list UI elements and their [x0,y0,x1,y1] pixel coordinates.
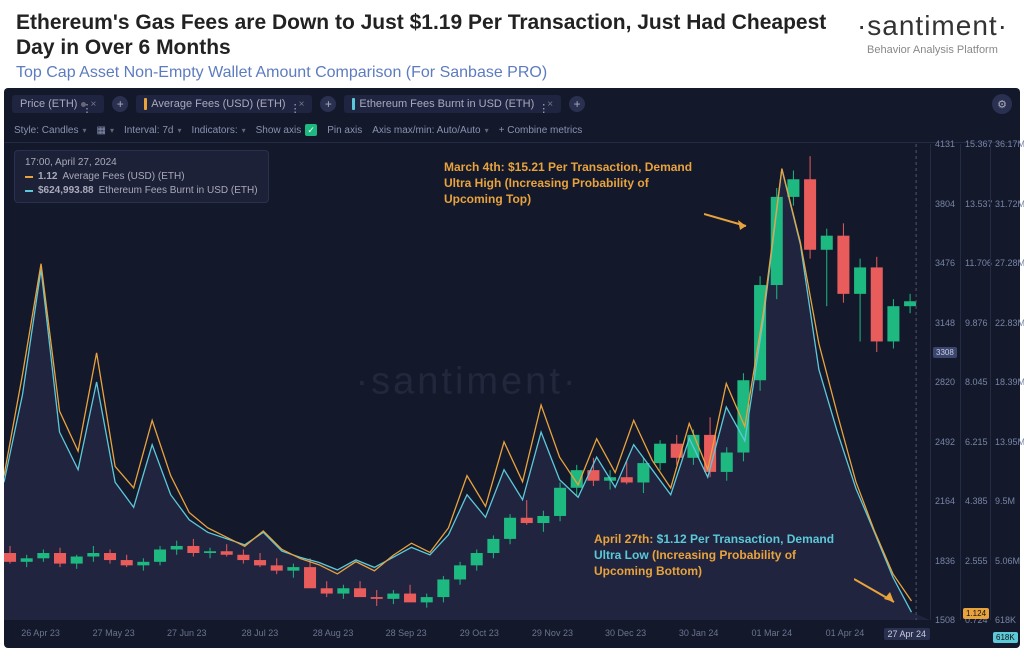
legend-item: 1.12 Average Fees (USD) (ETH) [25,171,258,182]
color-picker[interactable]: ▦▾ [97,125,114,136]
plot-area[interactable]: ·santiment· March 4th: $15.21 Per Transa… [4,144,930,620]
arrow-icon [854,574,904,609]
legend-swatch [25,190,33,192]
x-axis: 26 Apr 2327 May 2327 Jun 2328 Jul 2328 A… [4,628,930,640]
annotation-top: March 4th: $15.21 Per Transaction, Deman… [444,160,704,207]
yaxis-price: 4131380434763148282024922164183615083308 [930,144,960,620]
metric-tab-label: Average Fees (USD) (ETH) [151,98,285,110]
arrow-icon [704,204,754,234]
page-title: Ethereum's Gas Fees are Down to Just $1.… [16,10,837,60]
page-subtitle: Top Cap Asset Non-Empty Wallet Amount Co… [16,64,837,82]
y-axes: 4131380434763148282024922164183615083308… [930,144,1020,620]
brand-logo: ·santiment· [857,10,1008,42]
legend-timestamp: 17:00, April 27, 2024 [25,157,258,168]
close-icon[interactable]: × [547,99,553,110]
metric-tab-label: Ethereum Fees Burnt in USD (ETH) [359,98,534,110]
hover-legend: 17:00, April 27, 2024 1.12 Average Fees … [14,150,269,203]
color-swatch [352,98,355,110]
brand-tagline: Behavior Analysis Platform [857,44,1008,56]
menu-icon[interactable]: ⋮ [538,102,543,107]
add-metric-button[interactable]: + [569,96,585,112]
interval-selector[interactable]: Interval: 7d▾ [124,125,182,136]
close-icon[interactable]: × [299,99,305,110]
color-swatch [144,98,147,110]
metric-tab-label: Price (ETH) [20,98,77,110]
add-metric-button[interactable]: + [112,96,128,112]
close-icon[interactable]: × [90,99,96,110]
indicators-selector[interactable]: Indicators:▾ [191,125,245,136]
metric-tab-burnt[interactable]: Ethereum Fees Burnt in USD (ETH) ⋮ × [344,95,561,113]
metric-tab-price[interactable]: Price (ETH) ⋮ × [12,95,104,113]
annotation-bottom: April 27th: $1.12 Per Transaction, Deman… [594,532,854,579]
add-metric-button[interactable]: + [320,96,336,112]
show-axis-toggle[interactable]: Show axis ✓ [256,124,318,136]
yaxis-fees: 15.36713.53711.7069.8768.0456.2154.3852.… [960,144,990,620]
yaxis-burnt: 36.17M31.72M27.28M22.83M18.39M13.95M9.5M… [990,144,1020,620]
chart-toolbar: Style: Candles▾ ▦▾ Interval: 7d▾ Indicat… [4,120,1020,143]
legend-swatch [25,176,33,178]
metric-tab-fees[interactable]: Average Fees (USD) (ETH) ⋮ × [136,95,312,113]
legend-item: $624,993.88 Ethereum Fees Burnt in USD (… [25,185,258,196]
style-selector[interactable]: Style: Candles▾ [14,125,87,136]
menu-icon[interactable]: ⋮ [81,102,86,107]
metric-tabs-bar: Price (ETH) ⋮ × + Average Fees (USD) (ET… [4,88,1020,120]
combine-metrics-button[interactable]: + Combine metrics [499,125,583,136]
brand-block: ·santiment· Behavior Analysis Platform [837,10,1008,56]
pin-axis-toggle[interactable]: Pin axis [327,125,362,136]
menu-icon[interactable]: ⋮ [290,102,295,107]
chart-container: Price (ETH) ⋮ × + Average Fees (USD) (ET… [4,88,1020,648]
check-icon: ✓ [305,124,317,136]
gear-icon[interactable]: ⚙ [992,94,1012,114]
axis-range-selector[interactable]: Axis max/min: Auto/Auto▾ [372,125,488,136]
header: Ethereum's Gas Fees are Down to Just $1.… [0,0,1024,88]
